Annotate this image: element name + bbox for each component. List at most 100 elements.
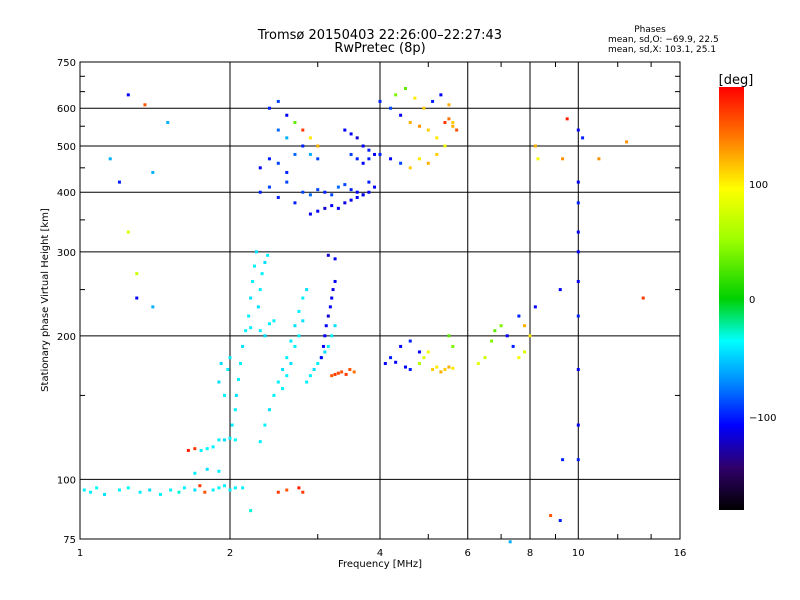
- y-tick-label: 200: [57, 332, 76, 343]
- colorbar-label: [deg]: [719, 73, 754, 88]
- data-point: [417, 361, 421, 365]
- data-point: [276, 195, 280, 199]
- y-tick-label: 75: [63, 535, 76, 546]
- data-points: [82, 86, 645, 544]
- data-point: [217, 469, 221, 473]
- data-point: [361, 161, 365, 165]
- data-point: [203, 490, 207, 494]
- x-tick-label: 4: [377, 548, 383, 559]
- data-point: [443, 121, 447, 125]
- data-point: [308, 152, 312, 156]
- data-point: [166, 121, 170, 125]
- data-point: [148, 488, 152, 492]
- data-point: [254, 250, 258, 254]
- data-point: [233, 438, 237, 442]
- data-point: [399, 113, 403, 117]
- data-point: [211, 488, 215, 492]
- data-point: [367, 180, 371, 184]
- data-point: [536, 157, 540, 161]
- data-point: [305, 380, 309, 384]
- data-point: [301, 490, 305, 494]
- data-point: [297, 334, 301, 338]
- data-point: [276, 161, 280, 165]
- data-point: [258, 190, 262, 194]
- data-point: [576, 458, 580, 462]
- data-point: [403, 365, 407, 369]
- data-point: [217, 438, 221, 442]
- data-point: [234, 393, 238, 397]
- data-point: [223, 393, 227, 397]
- data-point: [108, 157, 112, 161]
- data-point: [426, 161, 430, 165]
- data-point: [413, 96, 417, 100]
- data-point: [426, 128, 430, 132]
- data-point: [443, 144, 447, 148]
- data-point: [312, 367, 316, 371]
- data-point: [319, 356, 323, 360]
- data-point: [151, 170, 155, 174]
- plot-frame: [79, 61, 681, 540]
- data-point: [285, 488, 289, 492]
- data-point: [276, 99, 280, 103]
- data-point: [523, 350, 527, 354]
- data-point: [576, 250, 580, 254]
- data-point: [455, 128, 459, 132]
- data-point: [561, 157, 565, 161]
- data-point: [95, 486, 99, 490]
- data-point: [336, 371, 340, 375]
- data-point: [528, 334, 532, 338]
- data-point: [389, 157, 393, 161]
- data-point: [151, 305, 155, 309]
- legend-line-x: mean, sd,X: 103.1, 25.1: [608, 45, 716, 55]
- data-point: [330, 374, 334, 378]
- data-point: [272, 319, 276, 323]
- data-point: [230, 423, 234, 427]
- data-point: [355, 195, 359, 199]
- data-point: [349, 132, 353, 136]
- data-point: [367, 148, 371, 152]
- data-point: [193, 447, 197, 451]
- data-point: [258, 440, 262, 444]
- data-point: [323, 350, 327, 354]
- data-point: [316, 144, 320, 148]
- data-point: [82, 488, 86, 492]
- data-point: [330, 334, 334, 338]
- data-point: [276, 490, 280, 494]
- data-point: [316, 157, 320, 161]
- data-point: [367, 157, 371, 161]
- data-point: [258, 329, 262, 333]
- y-tick-label: 500: [57, 142, 76, 153]
- data-point: [158, 492, 162, 496]
- data-point: [182, 486, 186, 490]
- data-point: [517, 356, 521, 360]
- data-point: [228, 356, 232, 360]
- data-point: [336, 185, 340, 189]
- data-point: [193, 471, 197, 475]
- data-point: [205, 447, 209, 451]
- y-tick-label: 300: [57, 248, 76, 259]
- data-point: [267, 185, 271, 189]
- data-point: [297, 486, 301, 490]
- data-point: [293, 201, 297, 205]
- data-point: [272, 393, 276, 397]
- x-tick-label: 16: [674, 548, 687, 559]
- data-point: [241, 486, 245, 490]
- data-point: [321, 344, 325, 348]
- data-point: [219, 361, 223, 365]
- data-point: [394, 93, 398, 97]
- y-tick-label: 100: [57, 475, 76, 486]
- data-point: [211, 445, 215, 449]
- data-point: [408, 339, 412, 343]
- colorbar-tick-label: −100: [749, 413, 776, 424]
- data-point: [523, 324, 527, 328]
- data-point: [422, 356, 426, 360]
- data-point: [249, 326, 253, 330]
- data-point: [417, 124, 421, 128]
- data-point: [431, 99, 435, 103]
- y-tick-label: 400: [57, 188, 76, 199]
- data-point: [217, 380, 221, 384]
- data-point: [355, 157, 359, 161]
- data-point: [336, 206, 340, 210]
- data-point: [324, 324, 328, 328]
